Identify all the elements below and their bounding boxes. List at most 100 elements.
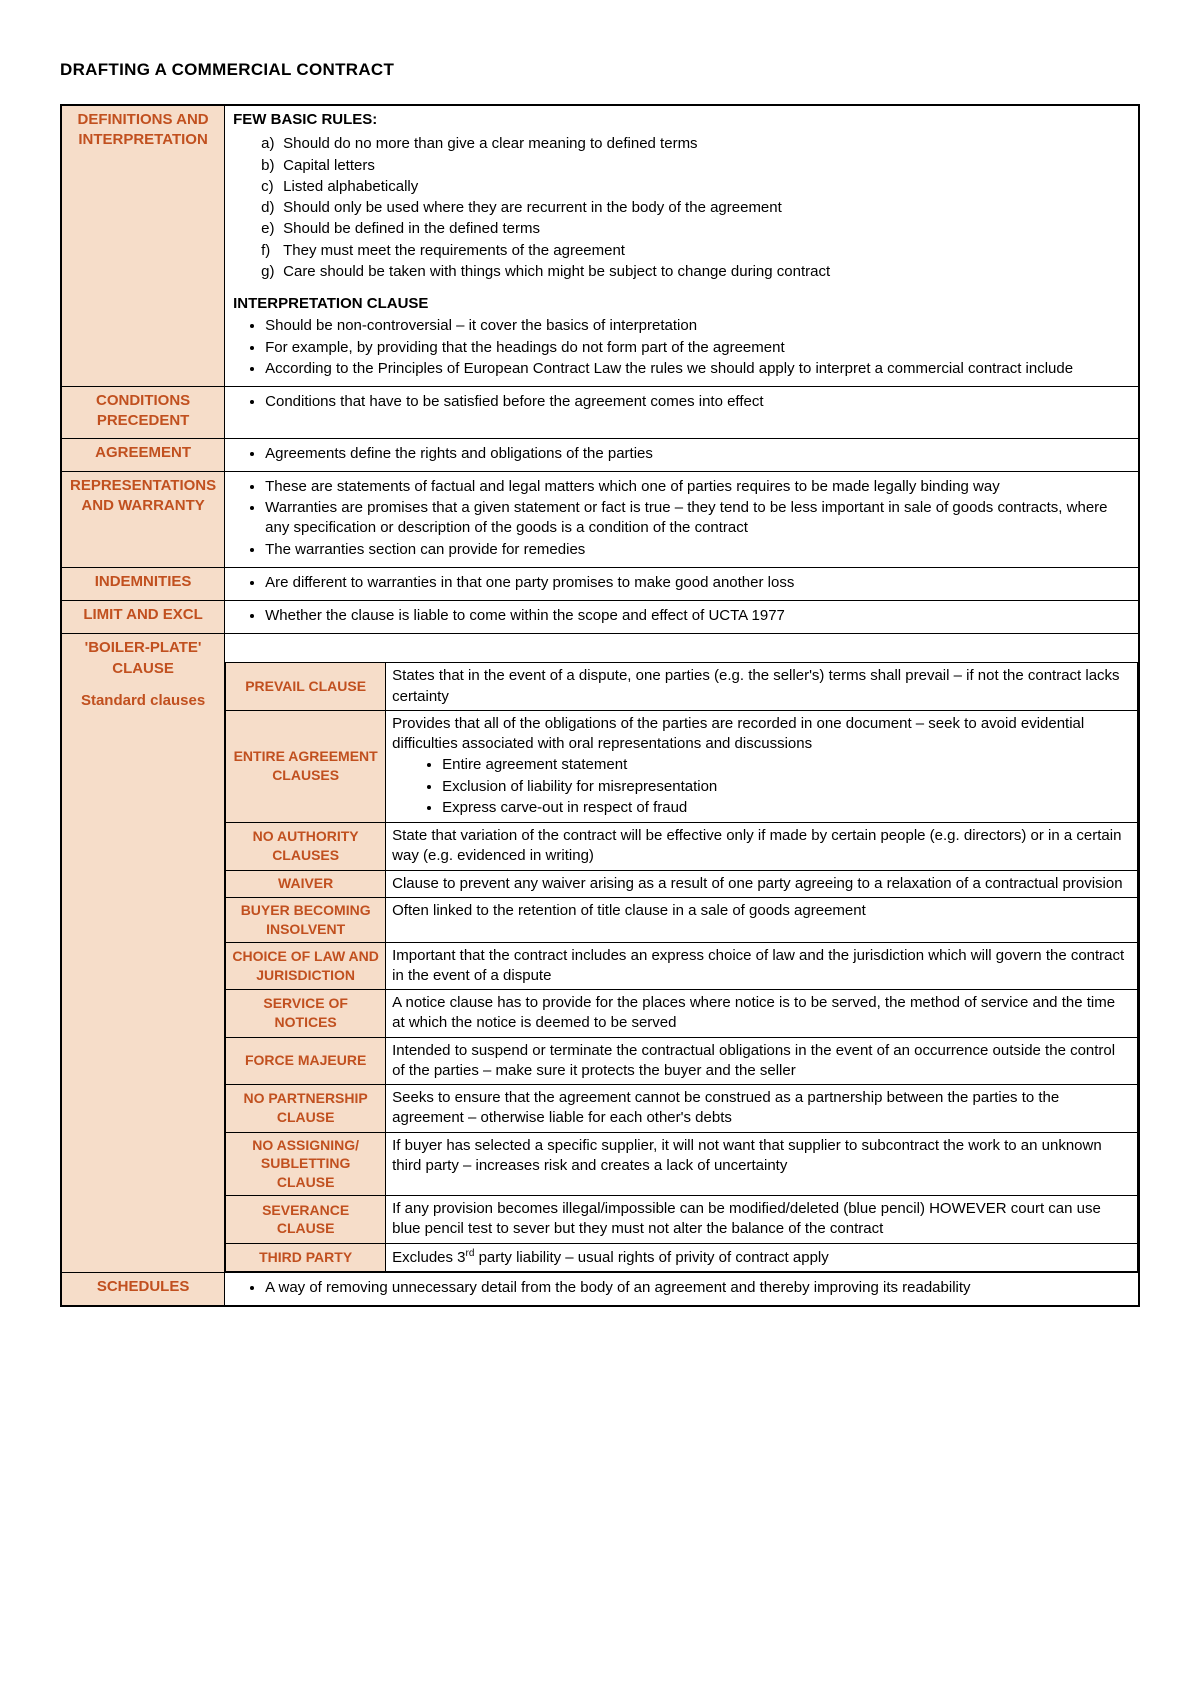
slabel-choice: CHOICE OF LAW AND JURISDICTION <box>226 942 386 990</box>
slabel-service: SERVICE OF NOTICES <box>226 990 386 1038</box>
reps-list: These are statements of factual and lega… <box>261 477 1130 560</box>
slabel-force: FORCE MAJEURE <box>226 1037 386 1085</box>
row-agreement: AGREEMENT Agreements define the rights a… <box>61 438 1139 471</box>
schedules-list: A way of removing unnecessary detail fro… <box>261 1278 1130 1298</box>
boiler-label-line1: 'BOILER-PLATE' CLAUSE <box>85 639 202 676</box>
stext-buyer: Often linked to the retention of title c… <box>386 897 1138 942</box>
label-definitions: DEFINITIONS AND INTERPRETATION <box>61 105 225 387</box>
rule-text: Should be defined in the defined terms <box>283 220 540 237</box>
rule-item: a)Should do no more than give a clear me… <box>261 134 1130 154</box>
content-schedules: A way of removing unnecessary detail fro… <box>225 1272 1139 1306</box>
rule-text: Listed alphabetically <box>283 178 418 195</box>
rule-text: Capital letters <box>283 157 375 174</box>
reps-item: The warranties section can provide for r… <box>265 540 1130 560</box>
interp-item: Should be non-controversial – it cover t… <box>265 316 1130 336</box>
content-indemnities: Are different to warranties in that one … <box>225 567 1139 600</box>
rule-item: g)Care should be taken with things which… <box>261 262 1130 282</box>
sub-row-severance: SEVERANCE CLAUSE If any provision become… <box>226 1196 1138 1244</box>
schedules-item: A way of removing unnecessary detail fro… <box>265 1278 1130 1298</box>
stext-choice: Important that the contract includes an … <box>386 942 1138 990</box>
entire-sub-bullets: Entire agreement statement Exclusion of … <box>438 755 1131 818</box>
entire-sub-item: Exclusion of liability for misrepresenta… <box>442 777 1131 797</box>
conditions-list: Conditions that have to be satisfied bef… <box>261 392 1130 412</box>
slabel-waiver: WAIVER <box>226 870 386 897</box>
sub-row-service: SERVICE OF NOTICES A notice clause has t… <box>226 990 1138 1038</box>
content-reps: These are statements of factual and lega… <box>225 471 1139 567</box>
slabel-severance: SEVERANCE CLAUSE <box>226 1196 386 1244</box>
stext-noassign: If buyer has selected a specific supplie… <box>386 1132 1138 1196</box>
row-definitions: DEFINITIONS AND INTERPRETATION FEW BASIC… <box>61 105 1139 387</box>
rule-item: b)Capital letters <box>261 156 1130 176</box>
slabel-buyer: BUYER BECOMING INSOLVENT <box>226 897 386 942</box>
row-conditions: CONDITIONS PRECEDENT Conditions that hav… <box>61 387 1139 439</box>
content-conditions: Conditions that have to be satisfied bef… <box>225 387 1139 439</box>
rule-text: Should only be used where they are recur… <box>283 199 782 216</box>
reps-item: Warranties are promises that a given sta… <box>265 498 1130 539</box>
entire-intro: Provides that all of the obligations of … <box>392 715 1084 752</box>
rule-item: e)Should be defined in the defined terms <box>261 219 1130 239</box>
agreement-list: Agreements define the rights and obligat… <box>261 444 1130 464</box>
page-title: DRAFTING A COMMERCIAL CONTRACT <box>60 60 1140 80</box>
interp-heading: INTERPRETATION CLAUSE <box>233 294 1130 314</box>
label-schedules: SCHEDULES <box>61 1272 225 1306</box>
content-limit: Whether the clause is liable to come wit… <box>225 601 1139 634</box>
label-reps: REPRESENTATIONS AND WARRANTY <box>61 471 225 567</box>
reps-item: These are statements of factual and lega… <box>265 477 1130 497</box>
limit-list: Whether the clause is liable to come wit… <box>261 606 1130 626</box>
boiler-label-line2: Standard clauses <box>70 691 216 711</box>
sub-row-force: FORCE MAJEURE Intended to suspend or ter… <box>226 1037 1138 1085</box>
label-conditions: CONDITIONS PRECEDENT <box>61 387 225 439</box>
entire-sub-item: Entire agreement statement <box>442 755 1131 775</box>
rule-text: Care should be taken with things which m… <box>283 263 830 280</box>
interp-item: According to the Principles of European … <box>265 359 1130 379</box>
sub-row-buyer: BUYER BECOMING INSOLVENT Often linked to… <box>226 897 1138 942</box>
sub-row-waiver: WAIVER Clause to prevent any waiver aris… <box>226 870 1138 897</box>
conditions-item: Conditions that have to be satisfied bef… <box>265 392 1130 412</box>
slabel-nopartner: NO PARTNERSHIP CLAUSE <box>226 1085 386 1133</box>
indemnities-item: Are different to warranties in that one … <box>265 573 1130 593</box>
stext-entire: Provides that all of the obligations of … <box>386 710 1138 822</box>
stext-thirdparty: Excludes 3rd party liability – usual rig… <box>386 1243 1138 1271</box>
stext-severance: If any provision becomes illegal/impossi… <box>386 1196 1138 1244</box>
row-limit: LIMIT AND EXCL Whether the clause is lia… <box>61 601 1139 634</box>
sub-row-choice: CHOICE OF LAW AND JURISDICTION Important… <box>226 942 1138 990</box>
label-agreement: AGREEMENT <box>61 438 225 471</box>
row-schedules: SCHEDULES A way of removing unnecessary … <box>61 1272 1139 1306</box>
rule-item: f)They must meet the requirements of the… <box>261 241 1130 261</box>
contract-table: DEFINITIONS AND INTERPRETATION FEW BASIC… <box>60 104 1140 1307</box>
sub-row-noassign: NO ASSIGNING/ SUBLETTING CLAUSE If buyer… <box>226 1132 1138 1196</box>
row-indemnities: INDEMNITIES Are different to warranties … <box>61 567 1139 600</box>
stext-waiver: Clause to prevent any waiver arising as … <box>386 870 1138 897</box>
content-boiler: PREVAIL CLAUSE States that in the event … <box>225 634 1139 1273</box>
row-reps: REPRESENTATIONS AND WARRANTY These are s… <box>61 471 1139 567</box>
slabel-noassign: NO ASSIGNING/ SUBLETTING CLAUSE <box>226 1132 386 1196</box>
stext-prevail: States that in the event of a dispute, o… <box>386 663 1138 711</box>
rule-text: They must meet the requirements of the a… <box>283 242 625 259</box>
rules-list: a)Should do no more than give a clear me… <box>261 134 1130 282</box>
label-limit: LIMIT AND EXCL <box>61 601 225 634</box>
stext-noauth: State that variation of the contract wil… <box>386 823 1138 871</box>
slabel-noauth: NO AUTHORITY CLAUSES <box>226 823 386 871</box>
content-definitions: FEW BASIC RULES: a)Should do no more tha… <box>225 105 1139 387</box>
label-boiler: 'BOILER-PLATE' CLAUSE Standard clauses <box>61 634 225 1273</box>
boiler-sub-table: PREVAIL CLAUSE States that in the event … <box>225 662 1138 1272</box>
slabel-prevail: PREVAIL CLAUSE <box>226 663 386 711</box>
rules-heading: FEW BASIC RULES: <box>233 110 1130 130</box>
agreement-item: Agreements define the rights and obligat… <box>265 444 1130 464</box>
content-agreement: Agreements define the rights and obligat… <box>225 438 1139 471</box>
sub-row-entire: ENTIRE AGREEMENT CLAUSES Provides that a… <box>226 710 1138 822</box>
rule-text: Should do no more than give a clear mean… <box>283 135 697 152</box>
row-boiler: 'BOILER-PLATE' CLAUSE Standard clauses P… <box>61 634 1139 1273</box>
slabel-entire: ENTIRE AGREEMENT CLAUSES <box>226 710 386 822</box>
limit-item: Whether the clause is liable to come wit… <box>265 606 1130 626</box>
sub-row-noauth: NO AUTHORITY CLAUSES State that variatio… <box>226 823 1138 871</box>
interp-item: For example, by providing that the headi… <box>265 338 1130 358</box>
stext-force: Intended to suspend or terminate the con… <box>386 1037 1138 1085</box>
slabel-thirdparty: THIRD PARTY <box>226 1243 386 1271</box>
stext-nopartner: Seeks to ensure that the agreement canno… <box>386 1085 1138 1133</box>
stext-service: A notice clause has to provide for the p… <box>386 990 1138 1038</box>
rule-item: d)Should only be used where they are rec… <box>261 198 1130 218</box>
interp-list: Should be non-controversial – it cover t… <box>261 316 1130 379</box>
sub-row-thirdparty: THIRD PARTY Excludes 3rd party liability… <box>226 1243 1138 1271</box>
label-indemnities: INDEMNITIES <box>61 567 225 600</box>
